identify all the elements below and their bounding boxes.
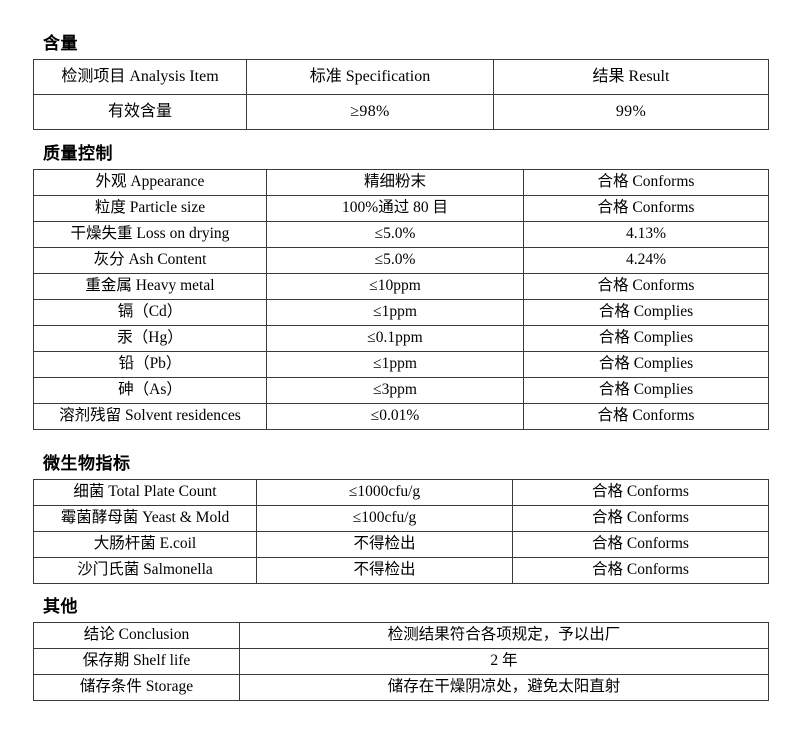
- row-spec-yeast-and-mold: ≤100cfu/g: [256, 505, 513, 532]
- row-spec-e-coli: 不得检出: [256, 531, 513, 558]
- row-label-solvent-residues: 溶剂残留 Solvent residences: [33, 403, 267, 430]
- row-result-solvent-residues: 合格 Conforms: [523, 403, 769, 430]
- table-row: 干燥失重 Loss on drying ≤5.0% 4.13%: [33, 221, 769, 248]
- row-result-appearance: 合格 Conforms: [523, 169, 769, 196]
- column-header-result: 结果 Result: [493, 59, 769, 95]
- row-result-lead: 合格 Complies: [523, 351, 769, 378]
- table-row: 重金属 Heavy metal ≤10ppm 合格 Conforms: [33, 273, 769, 300]
- table-row: 砷（As） ≤3ppm 合格 Complies: [33, 377, 769, 404]
- row-spec-solvent-residues: ≤0.01%: [266, 403, 524, 430]
- row-spec-lead: ≤1ppm: [266, 351, 524, 378]
- section-quality-control: 质量控制 外观 Appearance 精细粉末 合格 Conforms 粒度 P…: [33, 143, 769, 430]
- row-label-conclusion: 结论 Conclusion: [33, 622, 240, 649]
- row-label-mercury: 汞（Hg）: [33, 325, 267, 352]
- row-result-salmonella: 合格 Conforms: [512, 557, 769, 584]
- row-spec-total-plate-count: ≤1000cfu/g: [256, 479, 513, 506]
- row-spec-arsenic: ≤3ppm: [266, 377, 524, 404]
- row-result-ash-content: 4.24%: [523, 247, 769, 274]
- row-result-particle-size: 合格 Conforms: [523, 195, 769, 222]
- column-header-analysis-item: 检测项目 Analysis Item: [33, 59, 247, 95]
- row-label-cadmium: 镉（Cd）: [33, 299, 267, 326]
- table-header-row: 检测项目 Analysis Item 标准 Specification 结果 R…: [33, 59, 769, 95]
- row-spec-active-content: ≥98%: [246, 94, 494, 130]
- section-content: 含量 检测项目 Analysis Item 标准 Specification 结…: [33, 33, 769, 130]
- row-result-loss-on-drying: 4.13%: [523, 221, 769, 248]
- table-row: 灰分 Ash Content ≤5.0% 4.24%: [33, 247, 769, 274]
- row-label-heavy-metal: 重金属 Heavy metal: [33, 273, 267, 300]
- table-row: 溶剂残留 Solvent residences ≤0.01% 合格 Confor…: [33, 403, 769, 430]
- content-table: 检测项目 Analysis Item 标准 Specification 结果 R…: [33, 59, 769, 130]
- section-other: 其他 结论 Conclusion 检测结果符合各项规定，予以出厂 保存期 She…: [33, 596, 769, 701]
- table-row: 霉菌酵母菌 Yeast & Mold ≤100cfu/g 合格 Conforms: [33, 505, 769, 532]
- row-label-salmonella: 沙门氏菌 Salmonella: [33, 557, 257, 584]
- section-title-other: 其他: [43, 597, 78, 616]
- table-row: 粒度 Particle size 100%通过 80 目 合格 Conforms: [33, 195, 769, 222]
- row-result-mercury: 合格 Complies: [523, 325, 769, 352]
- row-label-total-plate-count: 细菌 Total Plate Count: [33, 479, 257, 506]
- column-header-specification: 标准 Specification: [246, 59, 494, 95]
- row-result-e-coli: 合格 Conforms: [512, 531, 769, 558]
- row-label-e-coli: 大肠杆菌 E.coil: [33, 531, 257, 558]
- row-label-arsenic: 砷（As）: [33, 377, 267, 404]
- row-label-shelf-life: 保存期 Shelf life: [33, 648, 240, 675]
- microbiological-table: 细菌 Total Plate Count ≤1000cfu/g 合格 Confo…: [33, 479, 769, 584]
- row-result-cadmium: 合格 Complies: [523, 299, 769, 326]
- row-spec-salmonella: 不得检出: [256, 557, 513, 584]
- row-result-arsenic: 合格 Complies: [523, 377, 769, 404]
- table-row: 外观 Appearance 精细粉末 合格 Conforms: [33, 169, 769, 196]
- row-spec-loss-on-drying: ≤5.0%: [266, 221, 524, 248]
- row-value-shelf-life: 2 年: [239, 648, 769, 675]
- row-label-appearance: 外观 Appearance: [33, 169, 267, 196]
- row-label-particle-size: 粒度 Particle size: [33, 195, 267, 222]
- table-row: 大肠杆菌 E.coil 不得检出 合格 Conforms: [33, 531, 769, 558]
- table-row: 铅（Pb） ≤1ppm 合格 Complies: [33, 351, 769, 378]
- row-result-heavy-metal: 合格 Conforms: [523, 273, 769, 300]
- table-row: 沙门氏菌 Salmonella 不得检出 合格 Conforms: [33, 557, 769, 584]
- table-row: 结论 Conclusion 检测结果符合各项规定，予以出厂: [33, 622, 769, 649]
- row-label-loss-on-drying: 干燥失重 Loss on drying: [33, 221, 267, 248]
- row-label-storage: 储存条件 Storage: [33, 674, 240, 701]
- table-row: 镉（Cd） ≤1ppm 合格 Complies: [33, 299, 769, 326]
- row-spec-cadmium: ≤1ppm: [266, 299, 524, 326]
- row-spec-heavy-metal: ≤10ppm: [266, 273, 524, 300]
- table-row: 保存期 Shelf life 2 年: [33, 648, 769, 675]
- row-label-active-content: 有效含量: [33, 94, 247, 130]
- row-spec-mercury: ≤0.1ppm: [266, 325, 524, 352]
- other-table: 结论 Conclusion 检测结果符合各项规定，予以出厂 保存期 Shelf …: [33, 622, 769, 701]
- row-spec-appearance: 精细粉末: [266, 169, 524, 196]
- row-spec-ash-content: ≤5.0%: [266, 247, 524, 274]
- row-spec-particle-size: 100%通过 80 目: [266, 195, 524, 222]
- row-label-yeast-and-mold: 霉菌酵母菌 Yeast & Mold: [33, 505, 257, 532]
- row-result-active-content: 99%: [493, 94, 769, 130]
- row-label-lead: 铅（Pb）: [33, 351, 267, 378]
- quality-control-table: 外观 Appearance 精细粉末 合格 Conforms 粒度 Partic…: [33, 169, 769, 430]
- row-value-storage: 储存在干燥阴凉处，避免太阳直射: [239, 674, 769, 701]
- section-title-microbiological: 微生物指标: [43, 454, 131, 473]
- row-result-total-plate-count: 合格 Conforms: [512, 479, 769, 506]
- section-title-content: 含量: [43, 34, 78, 53]
- table-row: 有效含量 ≥98% 99%: [33, 94, 769, 130]
- table-row: 储存条件 Storage 储存在干燥阴凉处，避免太阳直射: [33, 674, 769, 701]
- table-row: 细菌 Total Plate Count ≤1000cfu/g 合格 Confo…: [33, 479, 769, 506]
- section-title-quality-control: 质量控制: [43, 144, 113, 163]
- row-label-ash-content: 灰分 Ash Content: [33, 247, 267, 274]
- row-result-yeast-and-mold: 合格 Conforms: [512, 505, 769, 532]
- table-row: 汞（Hg） ≤0.1ppm 合格 Complies: [33, 325, 769, 352]
- row-value-conclusion: 检测结果符合各项规定，予以出厂: [239, 622, 769, 649]
- section-microbiological: 微生物指标 细菌 Total Plate Count ≤1000cfu/g 合格…: [33, 453, 769, 584]
